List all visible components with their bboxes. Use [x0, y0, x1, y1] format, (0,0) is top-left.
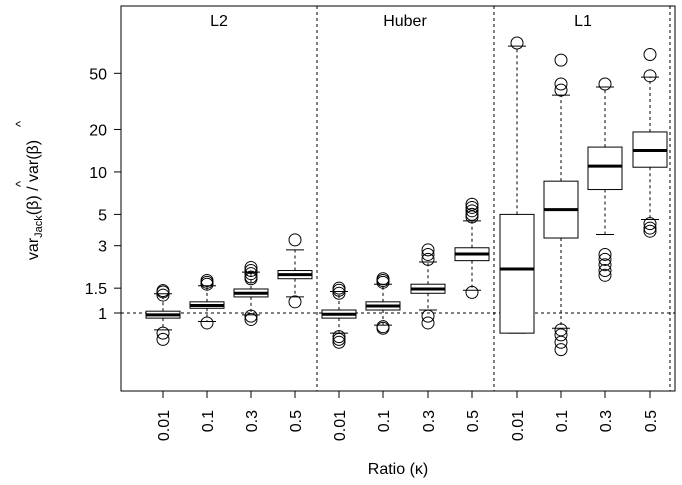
outlier-point	[421, 309, 435, 323]
outlier-point	[156, 284, 170, 298]
x-tick-label: 0.5	[288, 410, 305, 432]
outlier-point	[643, 221, 657, 235]
outlier-point	[332, 335, 346, 349]
outlier-point	[554, 53, 568, 67]
outlier-point	[554, 343, 568, 357]
outlier-point	[244, 312, 258, 326]
outlier-point	[554, 328, 568, 342]
x-tick-label: 0.01	[332, 410, 349, 441]
y-axis-label: varJack(β) / var(β)	[25, 140, 45, 260]
outlier-point	[421, 252, 435, 266]
x-tick-label: 0.5	[465, 410, 482, 432]
outlier-point	[332, 286, 346, 300]
outlier-point	[554, 323, 568, 337]
box-iqr	[499, 213, 535, 334]
box-iqr	[587, 146, 623, 191]
y-tick-label: 1	[98, 306, 107, 323]
outlier-point	[156, 326, 170, 340]
y-tick-label: 1.5	[85, 281, 107, 298]
outlier-point	[465, 210, 479, 224]
outlier-point	[156, 285, 170, 299]
outlier-point	[510, 36, 524, 50]
outlier-point	[244, 270, 258, 284]
outlier-point	[244, 267, 258, 281]
outlier-point	[288, 233, 302, 247]
outlier-point	[465, 204, 479, 218]
outlier-point	[598, 252, 612, 266]
plot-layer: 1 1.5 3 5 10 20 50 L2 0.01 0.1 0.3 0.5 Huber 0.01 0.1 0…	[13, 5, 676, 478]
x-tick-label: 0.3	[598, 410, 615, 432]
outlier-point	[598, 77, 612, 91]
x-tick-label: 0.1	[376, 410, 393, 432]
x-tick-label: 0.01	[510, 410, 527, 441]
outlier-point	[332, 332, 346, 346]
y-tick-label: 50	[89, 66, 107, 83]
outlier-point	[376, 272, 390, 286]
x-tick-label: 0.3	[421, 410, 438, 432]
outlier-point	[465, 200, 479, 214]
y-tick-label: 5	[98, 207, 107, 224]
outlier-point	[376, 321, 390, 335]
x-tick-label: 0.3	[244, 410, 261, 432]
outlier-point	[465, 197, 479, 211]
x-tick-label: 0.1	[200, 410, 217, 432]
outlier-point	[332, 281, 346, 295]
outlier-point	[421, 316, 435, 330]
panel-label: Huber	[383, 13, 427, 30]
outlier-point	[643, 224, 657, 238]
y-tick-label: 20	[89, 122, 107, 139]
outlier-point	[200, 273, 214, 287]
outlier-point	[465, 285, 479, 299]
outlier-point	[598, 264, 612, 278]
y-axis-label-hat: ^	[13, 180, 28, 187]
outlier-point	[554, 83, 568, 97]
outlier-point	[288, 295, 302, 309]
outlier-point	[598, 258, 612, 272]
outlier-point	[244, 264, 258, 278]
y-tick-label: 10	[89, 165, 107, 182]
x-tick-label: 0.01	[156, 410, 173, 441]
y-axis-label-hat: ^	[13, 120, 28, 127]
plot-frame	[120, 5, 676, 392]
y-tick-label: 3	[98, 239, 107, 256]
outlier-point	[598, 247, 612, 261]
x-tick-label: 0.1	[554, 410, 571, 432]
outlier-point	[332, 330, 346, 344]
panel-label: L2	[210, 13, 228, 30]
outlier-point	[643, 69, 657, 83]
outlier-point	[244, 309, 258, 323]
outlier-point	[156, 288, 170, 302]
panel-label: L1	[574, 13, 592, 30]
outlier-point	[465, 207, 479, 221]
x-tick-label: 0.5	[643, 410, 660, 432]
outlier-point	[643, 217, 657, 231]
outlier-point	[554, 335, 568, 349]
outlier-point	[200, 316, 214, 330]
x-axis-label: Ratio (κ)	[368, 461, 428, 478]
outlier-point	[421, 243, 435, 257]
outlier-point	[244, 261, 258, 275]
outlier-point	[421, 247, 435, 261]
outlier-point	[643, 47, 657, 61]
outlier-point	[598, 268, 612, 282]
outlier-point	[554, 77, 568, 91]
outlier-point	[156, 332, 170, 346]
